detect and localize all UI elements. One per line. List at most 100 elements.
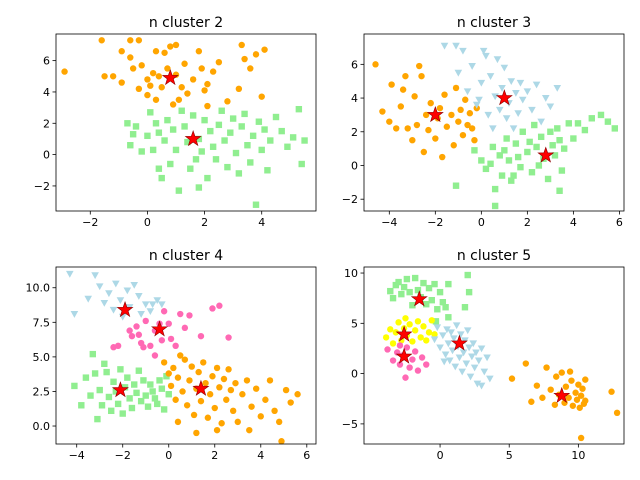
data-point: [528, 169, 536, 176]
data-point: [447, 329, 455, 337]
data-point: [541, 95, 550, 102]
data-point: [78, 402, 85, 409]
y-tick-label: 2: [43, 117, 50, 130]
data-point: [95, 283, 104, 291]
data-point: [98, 37, 105, 44]
data-point: [127, 142, 134, 149]
data-point: [152, 48, 160, 55]
subplot-4: n cluster 5 0 5 10 −5 0 5 10: [342, 248, 625, 462]
subplot-title: n cluster 5: [457, 248, 531, 264]
data-point: [227, 129, 234, 136]
data-point: [152, 96, 160, 103]
data-point: [172, 396, 179, 403]
data-point: [135, 293, 143, 300]
subplot-1: n cluster 2 −2 0 2 4 −2 0 2 4 6: [34, 15, 317, 229]
data-point: [402, 374, 409, 381]
data-point: [565, 394, 572, 401]
data-point: [204, 102, 211, 110]
data-point: [399, 86, 407, 93]
data-point: [443, 326, 451, 334]
data-point: [241, 55, 248, 63]
data-point: [518, 96, 527, 104]
data-point: [457, 331, 465, 339]
centroid-star: [537, 146, 555, 163]
data-point: [161, 49, 168, 56]
data-point: [246, 426, 253, 434]
data-point: [112, 388, 120, 395]
data-point: [144, 91, 151, 99]
data-point: [135, 331, 143, 338]
data-point: [576, 404, 583, 411]
data-point: [103, 368, 110, 376]
data-point: [414, 367, 422, 374]
data-point: [514, 153, 522, 161]
data-point: [184, 90, 191, 97]
data-point: [130, 281, 139, 289]
data-point: [272, 113, 280, 121]
data-point: [148, 301, 157, 309]
x-tick-label: 6: [303, 449, 310, 462]
data-point: [462, 360, 471, 368]
data-point: [221, 137, 228, 144]
data-point: [503, 135, 510, 142]
data-point: [539, 394, 546, 401]
data-point: [508, 375, 516, 382]
data-point: [155, 165, 163, 172]
data-point: [431, 280, 438, 288]
data-point: [441, 351, 450, 359]
data-point: [464, 271, 471, 279]
data-point: [216, 302, 223, 309]
data-point: [514, 110, 522, 118]
data-point: [189, 76, 197, 83]
data-point: [127, 37, 134, 44]
series-lightgreen: [387, 271, 473, 325]
data-point: [158, 301, 166, 309]
data-point: [229, 407, 237, 415]
data-point: [167, 335, 175, 343]
data-point: [414, 286, 422, 294]
data-point: [427, 99, 434, 107]
data-point: [445, 357, 454, 365]
data-point: [160, 308, 168, 315]
data-point: [477, 382, 486, 390]
centroid-star: [450, 334, 468, 351]
data-point: [613, 409, 621, 417]
data-point: [445, 314, 452, 321]
data-point: [147, 109, 154, 116]
data-point: [181, 60, 188, 67]
data-point: [547, 128, 554, 135]
data-point: [135, 85, 143, 93]
data-point: [133, 389, 140, 397]
centroid-star: [553, 386, 571, 403]
data-point: [543, 364, 550, 371]
data-point: [581, 126, 589, 134]
data-point: [452, 84, 460, 92]
data-point: [129, 131, 137, 138]
data-point: [565, 120, 572, 127]
data-point: [528, 106, 536, 114]
data-point: [440, 42, 449, 50]
data-point: [477, 345, 486, 353]
x-tick-label: 6: [616, 216, 623, 229]
data-point: [209, 305, 216, 312]
data-point: [66, 270, 74, 278]
x-tick-label: −4: [69, 449, 85, 462]
data-point: [144, 76, 151, 83]
data-point: [402, 72, 409, 80]
data-point: [262, 396, 269, 403]
data-point: [112, 280, 120, 288]
data-point: [491, 93, 499, 101]
data-point: [436, 288, 444, 296]
data-point: [556, 137, 563, 144]
subplot-3: n cluster 4 −4 −2 0 2 4 6 0.0 2.5 5.0 7.5 10.0: [26, 248, 317, 462]
data-point: [147, 381, 154, 388]
x-tick-label: 0: [144, 216, 151, 229]
data-point: [224, 98, 231, 105]
data-point: [96, 386, 103, 394]
data-point: [397, 103, 405, 110]
y-tick-label: 0.0: [33, 420, 51, 433]
data-point: [477, 79, 486, 87]
data-point: [61, 68, 68, 75]
data-point: [553, 84, 562, 92]
data-point: [169, 126, 177, 133]
